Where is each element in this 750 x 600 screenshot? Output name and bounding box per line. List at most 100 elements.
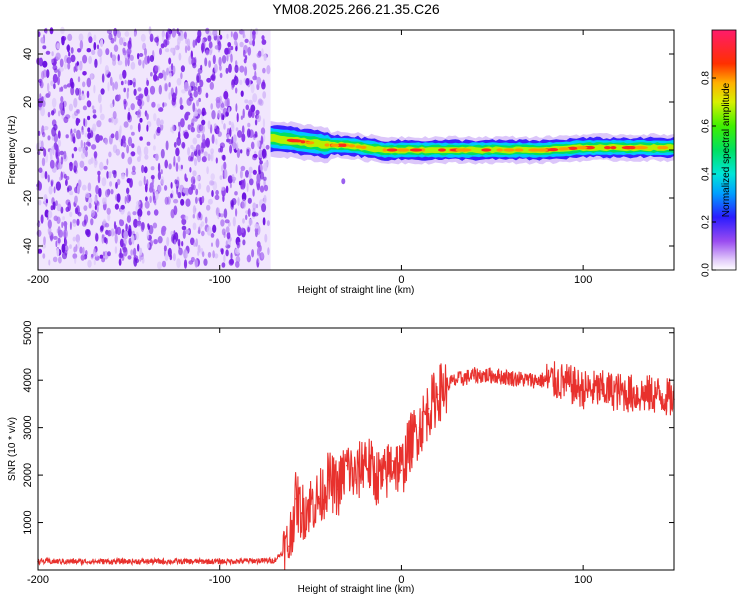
noise-speckle — [171, 28, 177, 38]
noise-speckle — [117, 60, 123, 66]
noise-speckle — [197, 85, 202, 95]
noise-speckle — [235, 164, 238, 174]
noise-speckle — [106, 73, 111, 79]
noise-speckle — [138, 53, 144, 57]
noise-speckle — [43, 148, 47, 157]
snr-y-ticks: 1000 2000 3000 4000 5000 — [22, 321, 674, 535]
noise-speckle — [102, 197, 106, 205]
noise-speckle — [173, 141, 177, 148]
noise-speckle — [155, 191, 159, 200]
noise-speckle — [168, 57, 172, 65]
noise-speckle — [252, 31, 256, 41]
noise-speckle — [50, 180, 54, 187]
noise-speckle — [129, 54, 134, 62]
noise-speckle — [247, 208, 251, 217]
noise-speckle — [173, 239, 177, 245]
noise-speckle — [180, 65, 185, 73]
noise-speckle — [181, 141, 186, 149]
snr-data-point — [300, 512, 303, 514]
snr-data-point — [509, 377, 512, 379]
noise-speckle — [88, 55, 92, 65]
noise-speckle — [104, 222, 110, 228]
noise-speckle — [92, 114, 97, 119]
noise-speckle — [87, 132, 92, 139]
noise-speckle — [235, 261, 240, 268]
signal-hotspot — [559, 147, 570, 151]
noise-speckle — [101, 234, 105, 239]
snr-data-point — [446, 384, 448, 386]
noise-speckle — [173, 65, 176, 75]
noise-speckle — [202, 251, 205, 258]
noise-speckle — [259, 185, 265, 193]
noise-speckle — [43, 236, 46, 246]
signal-hotspot — [288, 139, 302, 143]
noise-speckle — [221, 262, 226, 268]
noise-speckle — [225, 226, 230, 234]
noise-speckle — [248, 108, 253, 117]
noise-speckle — [76, 185, 80, 195]
noise-speckle — [145, 196, 148, 202]
noise-speckle — [129, 124, 133, 130]
noise-speckle — [213, 123, 217, 129]
noise-speckle — [173, 205, 178, 216]
noise-speckle — [261, 203, 267, 213]
noise-speckle — [123, 98, 127, 105]
noise-speckle — [181, 240, 184, 247]
noise-speckle — [86, 90, 90, 99]
noise-speckle — [168, 92, 171, 100]
noise-speckle — [185, 177, 188, 182]
noise-speckle — [177, 155, 181, 163]
noise-speckle — [160, 148, 165, 159]
noise-speckle — [180, 198, 185, 206]
colorbar-ticks: 0.0 0.2 0.4 0.6 0.8 — [701, 71, 716, 277]
noise-speckle — [183, 31, 187, 40]
noise-speckle — [212, 54, 216, 65]
noise-speckle — [118, 258, 122, 266]
noise-speckle — [99, 103, 103, 114]
noise-speckle — [63, 116, 69, 124]
noise-speckle — [45, 50, 51, 55]
noise-speckle — [164, 159, 168, 169]
noise-speckle — [53, 83, 56, 90]
noise-speckle — [77, 48, 81, 53]
noise-speckle — [133, 88, 137, 96]
noise-speckle — [38, 130, 41, 136]
spectrogram-image — [35, 26, 271, 270]
noise-speckle — [228, 63, 232, 73]
signal-hotspot — [535, 148, 549, 152]
noise-speckle — [61, 36, 65, 46]
noise-speckle — [234, 39, 238, 46]
noise-speckle — [209, 124, 213, 134]
noise-speckle — [47, 174, 50, 183]
noise-speckle — [209, 154, 213, 160]
noise-speckle — [63, 173, 67, 179]
noise-speckle — [164, 185, 168, 191]
noise-speckle — [261, 39, 267, 45]
noise-speckle — [230, 53, 233, 63]
snr-x-axis-label: Height of straight line (km) — [298, 584, 415, 595]
noise-speckle — [72, 236, 76, 242]
noise-speckle — [63, 231, 67, 238]
noise-speckle — [148, 224, 154, 235]
signal-hotspot — [604, 146, 611, 150]
snr-data-point — [373, 474, 376, 476]
noise-speckle — [47, 210, 53, 219]
noise-speckle — [90, 218, 94, 226]
noise-speckle — [252, 169, 257, 175]
noise-speckle — [61, 243, 66, 254]
noise-speckle — [156, 103, 161, 109]
noise-speckle — [195, 188, 199, 196]
snr-data-point — [295, 498, 297, 500]
noise-speckle — [49, 159, 55, 169]
colorbar-tick-label: 0.2 — [701, 215, 712, 229]
noise-speckle — [114, 32, 117, 42]
noise-speckle — [226, 47, 231, 55]
noise-speckle — [235, 127, 239, 132]
noise-speckle — [47, 82, 50, 92]
noise-speckle — [181, 225, 187, 231]
noise-speckle — [248, 173, 252, 179]
noise-speckle — [60, 156, 64, 165]
noise-speckle — [262, 91, 267, 99]
noise-speckle — [140, 33, 146, 42]
noise-speckle — [76, 61, 80, 67]
